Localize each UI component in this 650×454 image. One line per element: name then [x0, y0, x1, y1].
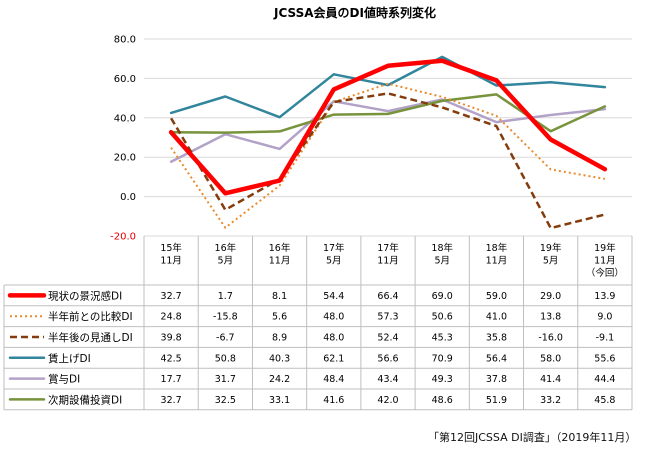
x-category-label: 11月 [269, 256, 291, 267]
table-cell-value: 48.4 [323, 374, 344, 385]
table-cell-value: 48.0 [323, 312, 344, 323]
table-cell-value: 29.0 [540, 291, 561, 302]
x-category-label: 15年 [160, 242, 182, 254]
x-category-label: 17年 [377, 242, 399, 254]
table-cell-value: -9.1 [596, 333, 615, 344]
y-gridlines [144, 38, 632, 237]
series-line [168, 58, 608, 196]
table-cell-value: 54.4 [323, 291, 344, 302]
table-cell-value: 58.0 [540, 353, 561, 364]
legend-label: 現状の景況感DI [48, 289, 122, 302]
table-cell-value: 31.7 [215, 374, 236, 385]
x-category-label: 11月 [377, 256, 399, 267]
table-cell-value: 33.1 [269, 395, 290, 406]
x-category-label: 11月 [594, 256, 616, 267]
y-tick-label: 80.0 [114, 35, 136, 46]
table-cell-value: 57.3 [377, 312, 398, 323]
table-cell-value: 32.7 [161, 395, 182, 406]
table-cell-value: 41.0 [486, 312, 507, 323]
y-tick-label: 20.0 [114, 153, 136, 164]
y-tick-label: 0.0 [120, 192, 136, 203]
table-cell-value: -15.8 [213, 312, 238, 323]
x-category-label: 11月 [160, 256, 182, 267]
x-category-label: 19年 [540, 242, 562, 254]
table-cell-value: 45.3 [432, 333, 453, 344]
y-tick-label: 60.0 [114, 74, 136, 85]
table-cell-value: 24.8 [161, 312, 182, 323]
table-cell-value: 1.7 [218, 291, 233, 302]
table-cell-value: 69.0 [432, 291, 453, 302]
table-cell-value: 44.4 [594, 374, 615, 385]
table-cell-value: 42.5 [161, 353, 182, 364]
table-cell-value: 32.5 [215, 395, 236, 406]
table-cell-value: 66.4 [377, 291, 398, 302]
table-cell-value: 39.8 [161, 333, 182, 344]
table-cell-value: -6.7 [216, 333, 235, 344]
series-line [170, 92, 606, 230]
data-table: 15年 11月 16年 5月 16年 11月 17年 5月 17年 11月 18年 5月 18年 11月 1… [3, 236, 633, 411]
series-lines [168, 55, 608, 230]
x-category-label: 18年 [486, 242, 508, 254]
x-category-label: 5月 [218, 256, 234, 267]
table-cell-value: 35.8 [486, 333, 507, 344]
legend-label: 賞与DI [48, 373, 80, 386]
x-category-label: 5月 [434, 256, 450, 267]
y-tick-label: 40.0 [114, 113, 136, 124]
x-category-label: 5月 [326, 256, 342, 267]
table-cell-value: 50.6 [432, 312, 453, 323]
table-cell-value: 17.7 [161, 374, 182, 385]
source-note: 「第12回JCSSA DI調査」（2019年11月） [428, 431, 637, 444]
legend-label: 半年後の見通しDI [48, 331, 133, 344]
table-cell-value: 56.6 [377, 353, 398, 364]
table-cell-value: 9.0 [597, 312, 612, 323]
x-category-label: 11月 [486, 256, 508, 267]
x-category-label: 16年 [215, 242, 237, 254]
table-cell-value: 13.8 [540, 312, 561, 323]
y-axis: 80.0 60.0 40.0 20.0 0.0 -20.0 [110, 35, 136, 243]
chart-title: JCSSA会員のDI値時系列変化 [273, 5, 436, 20]
table-cell-value: 55.6 [594, 353, 615, 364]
table-cell-value: 5.6 [272, 312, 287, 323]
table-cell-value: 43.4 [377, 374, 398, 385]
table-cell-value: 13.9 [594, 291, 615, 302]
table-cell-value: 48.6 [432, 395, 453, 406]
x-category-label: 18年 [431, 242, 453, 254]
table-cell-value: 37.8 [486, 374, 507, 385]
table-cell-value: 62.1 [323, 353, 344, 364]
table-cell-value: 56.4 [486, 353, 507, 364]
y-tick-label: -20.0 [110, 232, 136, 243]
table-cell-value: 8.9 [272, 333, 287, 344]
x-category-label: 19年 [594, 242, 616, 254]
table-cell-value: 41.4 [540, 374, 561, 385]
x-category-label: 17年 [323, 242, 345, 254]
table-cell-value: 32.7 [161, 291, 182, 302]
legend-label: 次期設備投資DI [48, 393, 122, 406]
x-category-label: （今回） [586, 267, 624, 279]
table-cell-value: 59.0 [486, 291, 507, 302]
table-cell-value: 50.8 [215, 353, 236, 364]
series-line [169, 55, 607, 119]
table-cell-value: 49.3 [432, 374, 453, 385]
table-cell-value: 40.3 [269, 353, 290, 364]
table-cell-value: 51.9 [486, 395, 507, 406]
table-cell-value: 70.9 [432, 353, 453, 364]
table-cell-value: 8.1 [272, 291, 287, 302]
legend-label: 賃上げDI [48, 352, 91, 365]
table-cell-value: 48.0 [323, 333, 344, 344]
table-cell-value: 24.2 [269, 374, 290, 385]
table-cell-value: 33.2 [540, 395, 561, 406]
x-category-label: 16年 [269, 242, 291, 254]
table-cell-value: 41.6 [323, 395, 344, 406]
table-cell-value: 42.0 [377, 395, 398, 406]
legend-label: 半年前との比較DI [48, 310, 133, 323]
table-cell-value: -16.0 [538, 333, 563, 344]
series-line [170, 82, 606, 229]
x-category-label: 5月 [543, 256, 559, 267]
table-cell-value: 52.4 [377, 333, 398, 344]
table-cell-value: 45.8 [594, 395, 615, 406]
